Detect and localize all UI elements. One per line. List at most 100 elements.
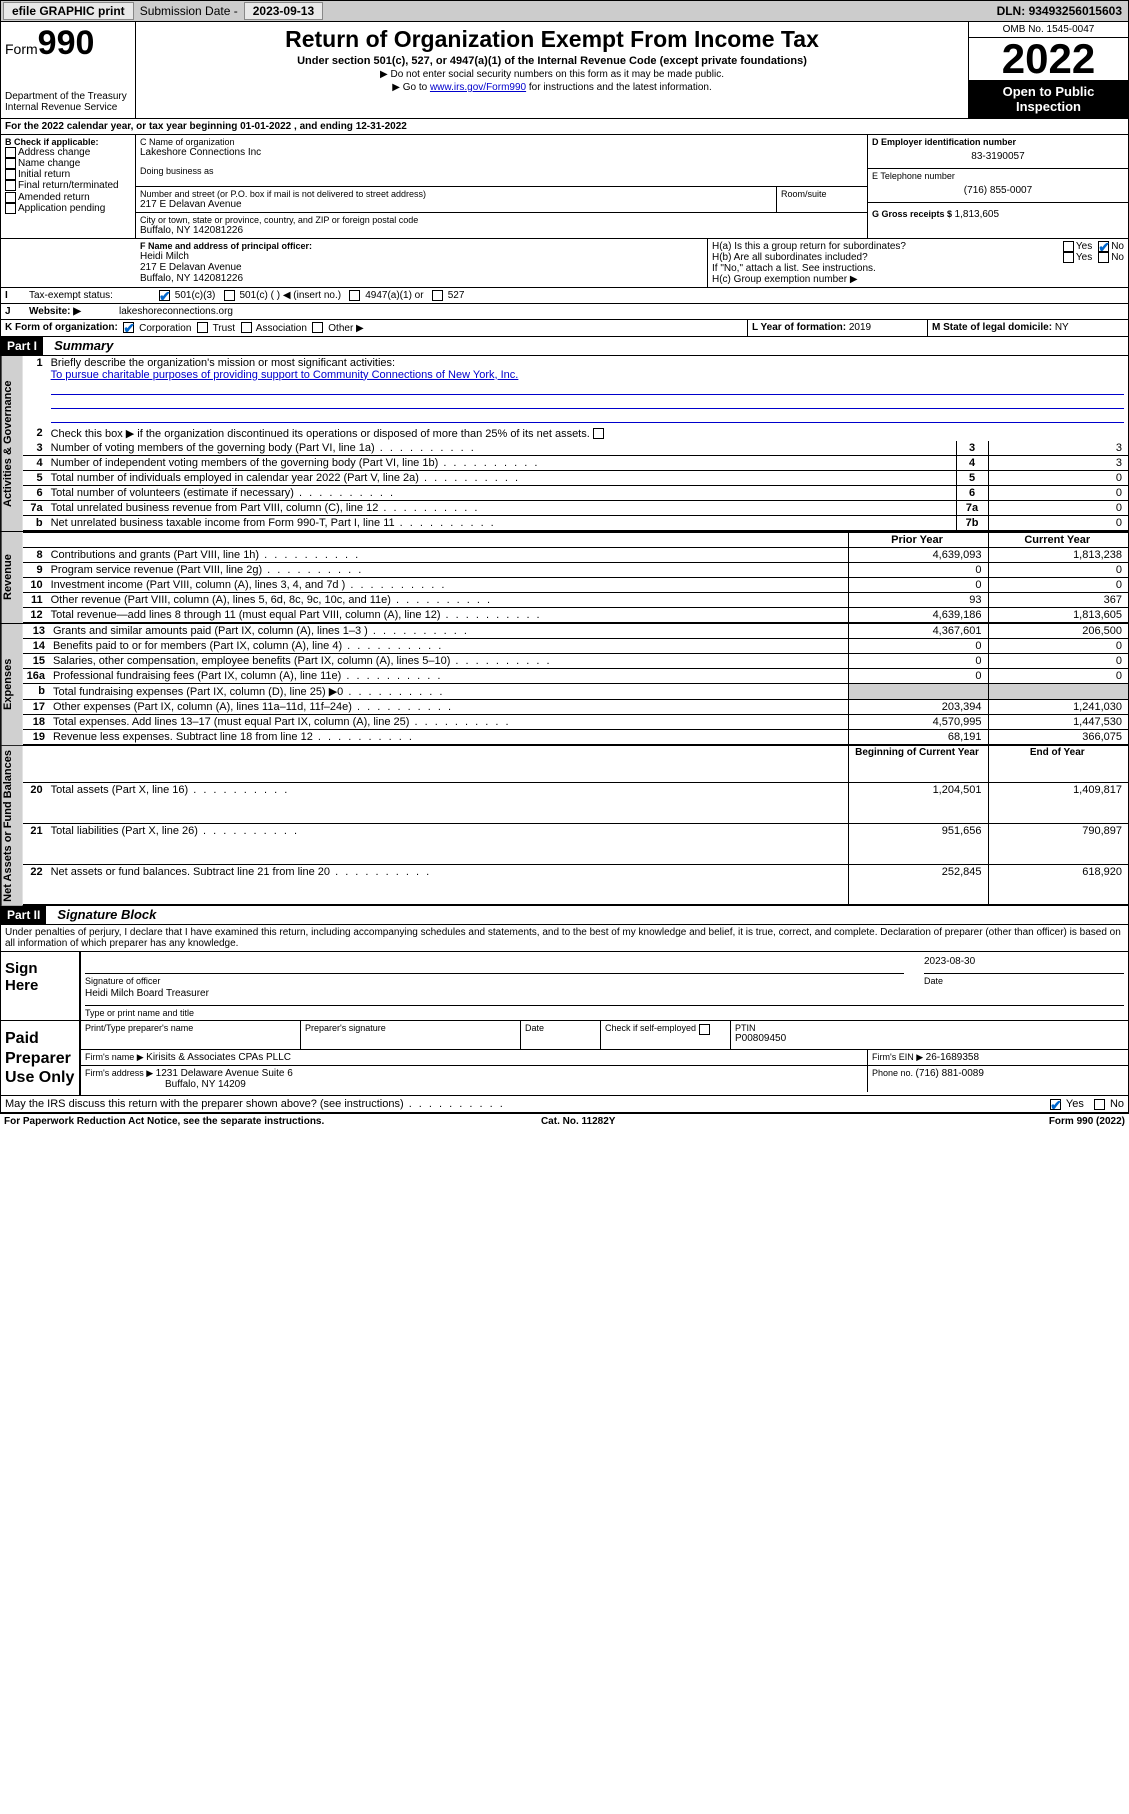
hc-question: H(c) Group exemption number ▶ (712, 274, 1124, 285)
part1-title: Summary (46, 336, 121, 355)
line-text: Benefits paid to or for members (Part IX… (49, 638, 848, 653)
prior-value: 68,191 (848, 729, 988, 744)
chk-501c3[interactable]: 501(c)(3) (159, 290, 215, 301)
box-c: C Name of organization Lakeshore Connect… (136, 135, 868, 238)
line-ref: 6 (956, 485, 988, 500)
line-text: Total number of volunteers (estimate if … (47, 485, 956, 500)
chk-address-change[interactable]: Address change (5, 147, 131, 158)
current-value (988, 683, 1128, 699)
chk-trust[interactable]: Trust (197, 323, 235, 334)
line-num: 22 (23, 864, 47, 905)
governance-table: 1 Briefly describe the organization's mi… (23, 356, 1128, 531)
website-label: Website: ▶ (25, 304, 115, 319)
chk-name-change[interactable]: Name change (5, 158, 131, 169)
street-label: Number and street (or P.O. box if mail i… (140, 189, 772, 199)
chk-amended-return[interactable]: Amended return (5, 192, 131, 203)
current-value: 1,813,605 (988, 607, 1128, 622)
firm-addr: 1231 Delaware Avenue Suite 6 (156, 1068, 293, 1079)
chk-discontinued[interactable] (593, 428, 604, 439)
current-value: 0 (988, 577, 1128, 592)
line-num: 19 (23, 729, 49, 744)
sig-officer-label: Signature of officer (85, 976, 904, 986)
ha-yes[interactable]: Yes (1063, 241, 1092, 252)
line-text: Total liabilities (Part X, line 26) (47, 823, 848, 864)
prior-value: 4,639,186 (848, 607, 988, 622)
chk-association[interactable]: Association (241, 323, 307, 334)
chk-application-pending[interactable]: Application pending (5, 203, 131, 214)
tax-year: 2022 (969, 38, 1128, 80)
discuss-yes[interactable]: Yes (1050, 1098, 1084, 1110)
current-value: 1,241,030 (988, 699, 1128, 714)
hb-question: H(b) Are all subordinates included? (712, 252, 1063, 263)
line-num: 14 (23, 638, 49, 653)
form-org-row: K Form of organization: Corporation Trus… (0, 320, 1129, 336)
submission-date-button[interactable]: 2023-09-13 (244, 2, 323, 20)
prep-name-label: Print/Type preparer's name (85, 1023, 296, 1033)
prep-date-label: Date (525, 1023, 596, 1033)
vtab-expenses: Expenses (1, 624, 23, 745)
prior-value: 0 (848, 653, 988, 668)
line-text: Other revenue (Part VIII, column (A), li… (47, 592, 848, 607)
chk-initial-return[interactable]: Initial return (5, 169, 131, 180)
prior-value: 951,656 (848, 823, 988, 864)
box-b-title: B Check if applicable: (5, 137, 131, 147)
hb-no[interactable]: No (1098, 252, 1124, 263)
hb-yes[interactable]: Yes (1063, 252, 1092, 263)
line-text: Investment income (Part VIII, column (A)… (47, 577, 848, 592)
prior-value: 0 (848, 577, 988, 592)
website-row: J Website: ▶ lakeshoreconnections.org (0, 304, 1129, 320)
line-num: 4 (23, 455, 47, 470)
line-text: Total number of individuals employed in … (47, 470, 956, 485)
line-ref: 4 (956, 455, 988, 470)
netassets-section: Net Assets or Fund Balances Beginning of… (0, 746, 1129, 907)
col-end-year: End of Year (988, 746, 1128, 783)
line-num: 9 (23, 562, 47, 577)
line-num: 20 (23, 782, 47, 823)
line-text: Total unrelated business revenue from Pa… (47, 500, 956, 515)
domicile: NY (1055, 322, 1069, 333)
firm-addr2: Buffalo, NY 14209 (85, 1079, 863, 1090)
form-header: Form990 Department of the Treasury Inter… (0, 22, 1129, 119)
governance-section: Activities & Governance 1 Briefly descri… (0, 356, 1129, 532)
irs-link[interactable]: www.irs.gov/Form990 (430, 82, 526, 93)
vtab-revenue: Revenue (1, 532, 23, 623)
current-value: 0 (988, 562, 1128, 577)
ssn-note: ▶ Do not enter social security numbers o… (142, 69, 962, 80)
current-value: 1,447,530 (988, 714, 1128, 729)
prior-value: 0 (848, 638, 988, 653)
col-prior-year: Prior Year (848, 532, 988, 547)
officer-name: Heidi Milch (140, 251, 703, 262)
line-text: Total expenses. Add lines 13–17 (must eq… (49, 714, 848, 729)
line-text: Grants and similar amounts paid (Part IX… (49, 624, 848, 639)
vtab-netassets: Net Assets or Fund Balances (1, 746, 23, 906)
chk-527[interactable]: 527 (432, 290, 464, 301)
line-text: Contributions and grants (Part VIII, lin… (47, 547, 848, 562)
city-state-zip: Buffalo, NY 142081226 (140, 225, 863, 236)
prior-value: 4,367,601 (848, 624, 988, 639)
line-text: Number of independent voting members of … (47, 455, 956, 470)
current-value: 0 (988, 653, 1128, 668)
current-value: 0 (988, 668, 1128, 683)
year-formation-label: L Year of formation: (752, 322, 849, 333)
chk-501c[interactable]: 501(c) ( ) ◀ (insert no.) (224, 290, 341, 301)
efile-print-button[interactable]: efile GRAPHIC print (3, 2, 134, 20)
website-value: lakeshoreconnections.org (115, 304, 1128, 319)
prep-sig-label: Preparer's signature (305, 1023, 516, 1033)
website-note: ▶ Go to www.irs.gov/Form990 for instruct… (142, 82, 962, 93)
chk-4947[interactable]: 4947(a)(1) or (349, 290, 423, 301)
chk-other[interactable]: Other ▶ (312, 323, 363, 334)
discuss-no[interactable]: No (1094, 1098, 1124, 1110)
header-middle: Return of Organization Exempt From Incom… (136, 22, 968, 118)
chk-final-return[interactable]: Final return/terminated (5, 180, 131, 191)
line-num: 18 (23, 714, 49, 729)
prior-value: 1,204,501 (848, 782, 988, 823)
chk-corporation[interactable]: Corporation (123, 323, 191, 334)
ha-no[interactable]: No (1098, 241, 1124, 252)
q1-text: Briefly describe the organization's miss… (51, 357, 1124, 369)
revenue-section: Revenue Prior Year Current Year 8 Contri… (0, 532, 1129, 624)
self-employed-check[interactable]: Check if self-employed (601, 1021, 731, 1049)
dba-label: Doing business as (140, 166, 863, 176)
line-num: b (23, 515, 47, 530)
box-f: F Name and address of principal officer:… (136, 239, 708, 287)
officer-addr2: Buffalo, NY 142081226 (140, 273, 703, 284)
